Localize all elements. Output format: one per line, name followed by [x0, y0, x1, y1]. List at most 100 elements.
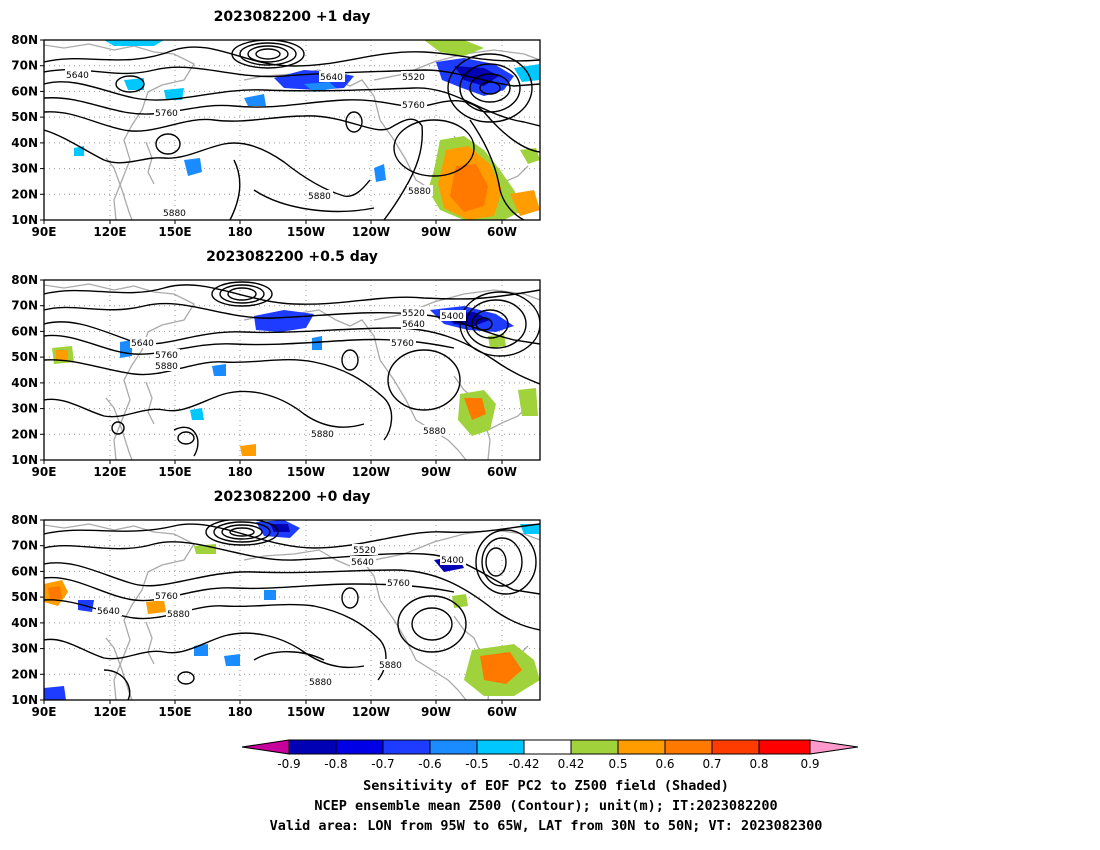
contour-label: 5880	[311, 430, 334, 440]
caption: Sensitivity of EOF PC2 to Z500 field (Sh…	[270, 778, 823, 834]
caption-line-2: NCEP ensemble mean Z500 (Contour); unit(…	[314, 798, 777, 814]
colorbar-box	[664, 739, 713, 755]
contour-label: 5400	[441, 312, 464, 322]
contour-label: 5640	[66, 71, 89, 81]
sensitivity-shading	[52, 306, 538, 456]
contour-label: 5520	[402, 309, 425, 319]
lat-tick-label: 80N	[11, 513, 38, 527]
lat-tick-label: 20N	[11, 427, 38, 441]
lon-tick-label: 60W	[487, 465, 517, 479]
contour-labels: 5640 5640 5520 5760 5760 5880 5880 5880	[65, 69, 433, 219]
lat-tick-labels: 80N 70N 60N 50N 40N 30N 20N 10N	[11, 33, 38, 227]
axis-ticks	[40, 279, 503, 464]
lat-tick-label: 30N	[11, 162, 38, 176]
lat-tick-label: 50N	[11, 110, 38, 124]
lat-tick-label: 40N	[11, 376, 38, 390]
lat-tick-label: 80N	[11, 273, 38, 287]
lat-tick-label: 20N	[11, 667, 38, 681]
sensitivity-shading	[74, 40, 540, 220]
lat-tick-label: 40N	[11, 136, 38, 150]
lon-tick-label: 150W	[287, 705, 325, 719]
colorbar-right-arrow	[809, 739, 859, 755]
axis-ticks	[40, 39, 503, 224]
panel-title: 2023082200 +1 day	[214, 9, 371, 25]
colorbar-tick-label: 0.9	[800, 757, 819, 771]
contour-label: 5760	[155, 592, 178, 602]
contour-label: 5880	[423, 427, 446, 437]
panel-plus-0-day: 2023082200 +0 day	[11, 489, 541, 719]
lat-tick-label: 70N	[11, 539, 38, 553]
panel-plus-1-day: 2023082200 +1 day	[11, 9, 541, 239]
contour-label: 5880	[167, 610, 190, 620]
contour-label: 5880	[163, 209, 186, 219]
lat-tick-label: 70N	[11, 59, 38, 73]
colorbar-box	[288, 739, 337, 755]
contour-label: 5880	[408, 187, 431, 197]
lon-tick-label: 180	[227, 465, 252, 479]
lon-tick-labels: 90E 120E 150E 180 150W 120W 90W 60W	[32, 465, 517, 479]
lat-tick-label: 10N	[11, 213, 38, 227]
lat-tick-label: 10N	[11, 453, 38, 467]
lat-tick-labels: 80N 70N 60N 50N 40N 30N 20N 10N	[11, 513, 38, 707]
lat-tick-label: 30N	[11, 642, 38, 656]
colorbar: -0.9 -0.8 -0.7 -0.6 -0.5 -0.42 0.42 0.5 …	[241, 739, 859, 771]
lat-tick-label: 60N	[11, 564, 38, 578]
lon-tick-label: 150W	[287, 465, 325, 479]
colorbar-box	[476, 739, 525, 755]
colorbar-tick-label: -0.7	[371, 757, 394, 771]
colorbar-tick-label: 0.8	[749, 757, 768, 771]
map-area: 5520 5640 5400 5760 5760 5880 5640 5880	[44, 520, 540, 700]
contour-label: 5880	[155, 362, 178, 372]
contour-label: 5760	[391, 339, 414, 349]
lon-tick-label: 90W	[421, 465, 451, 479]
axis-ticks	[40, 519, 503, 704]
lon-tick-label: 120W	[352, 705, 390, 719]
colorbar-tick-label: 0.42	[558, 757, 585, 771]
lon-tick-label: 90E	[32, 225, 57, 239]
lon-tick-label: 90W	[421, 225, 451, 239]
map-area: 5640 5640 5520 5760 5760 5880 5880 5880	[44, 40, 540, 220]
contour-labels: 5520 5640 5400 5760 5760 5880 5640 5880	[96, 544, 466, 688]
contour-label: 5880	[309, 678, 332, 688]
lon-tick-label: 150E	[158, 225, 191, 239]
lon-tick-label: 120E	[93, 465, 126, 479]
colorbar-tick-label: -0.42	[508, 757, 539, 771]
contour-label: 5640	[97, 607, 120, 617]
lat-tick-label: 30N	[11, 402, 38, 416]
lat-tick-label: 50N	[11, 350, 38, 364]
lon-tick-label: 90E	[32, 465, 57, 479]
colorbar-box	[382, 739, 431, 755]
lon-tick-label: 120W	[352, 465, 390, 479]
lon-tick-label: 60W	[487, 225, 517, 239]
colorbar-tick-label: 0.5	[608, 757, 627, 771]
map-frame	[43, 279, 541, 461]
colorbar-tick-label: -0.9	[277, 757, 300, 771]
contour-label: 5760	[387, 579, 410, 589]
lat-tick-label: 40N	[11, 616, 38, 630]
lon-tick-label: 180	[227, 705, 252, 719]
colorbar-box	[570, 739, 619, 755]
lon-tick-label: 90E	[32, 705, 57, 719]
lat-tick-label: 60N	[11, 324, 38, 338]
colorbar-tick-label: 0.7	[702, 757, 721, 771]
lon-tick-label: 60W	[487, 705, 517, 719]
contour-label: 5760	[155, 109, 178, 119]
contour-label: 5640	[320, 73, 343, 83]
lon-tick-label: 150W	[287, 225, 325, 239]
lon-tick-labels: 90E 120E 150E 180 150W 120W 90W 60W	[32, 705, 517, 719]
colorbar-box	[758, 739, 811, 755]
colorbar-tick-label: -0.8	[324, 757, 347, 771]
lat-tick-label: 80N	[11, 33, 38, 47]
map-area: 5520 5640 5400 5640 5760 5880 5760 5880	[44, 280, 540, 460]
lon-tick-labels: 90E 120E 150E 180 150W 120W 90W 60W	[32, 225, 517, 239]
caption-line-3: Valid area: LON from 95W to 65W, LAT fro…	[270, 818, 823, 834]
contour-labels: 5520 5640 5400 5640 5760 5880 5760 5880	[130, 307, 466, 440]
lat-tick-label: 10N	[11, 693, 38, 707]
map-frame	[43, 519, 541, 701]
colorbar-box	[617, 739, 666, 755]
lon-tick-label: 120W	[352, 225, 390, 239]
caption-line-1: Sensitivity of EOF PC2 to Z500 field (Sh…	[363, 778, 729, 794]
panel-title: 2023082200 +0 day	[214, 489, 371, 505]
lat-tick-label: 70N	[11, 299, 38, 313]
